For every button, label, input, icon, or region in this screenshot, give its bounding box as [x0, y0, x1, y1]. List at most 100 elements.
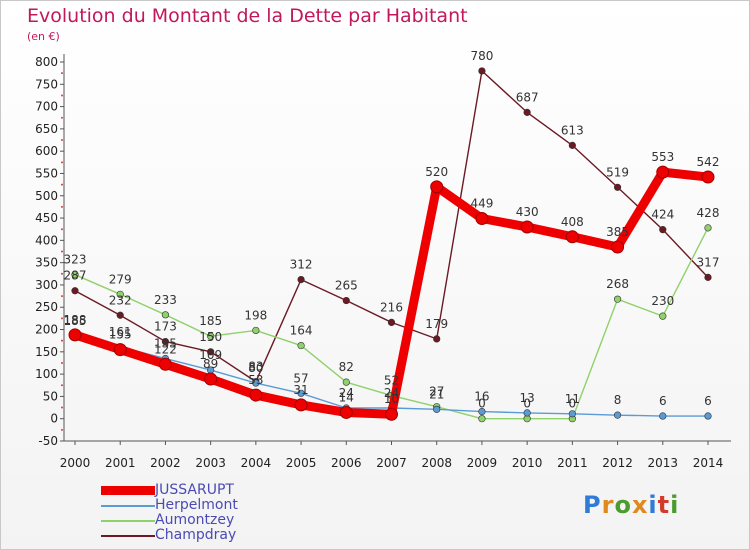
data-point: [659, 312, 667, 320]
data-point: [659, 226, 667, 234]
x-tick-label: 2008: [421, 456, 452, 470]
data-point: [207, 348, 215, 356]
data-label: 6: [704, 394, 712, 408]
data-label: 232: [109, 293, 132, 307]
data-label: 317: [697, 255, 720, 269]
legend-label: JUSSARUPT: [155, 482, 234, 498]
legend-item: Aumontzey: [101, 512, 341, 528]
data-label: 188: [64, 313, 87, 327]
data-point: [475, 212, 489, 226]
y-tick-label: 100: [35, 367, 58, 381]
logo-letter: x: [631, 491, 649, 519]
legend-item: Champdray: [101, 527, 341, 543]
data-label: 14: [339, 390, 354, 404]
y-minor-tick: [61, 428, 63, 431]
data-label: 27: [429, 385, 444, 399]
data-label: 230: [651, 294, 674, 308]
y-tick-label: 750: [35, 77, 58, 91]
data-point: [297, 341, 305, 350]
y-tick-label: 200: [35, 323, 58, 337]
x-tick-label: 2010: [512, 456, 543, 470]
data-point: [656, 165, 670, 179]
x-tick-label: 2002: [150, 456, 181, 470]
x-tick-label: 2012: [602, 456, 633, 470]
data-label: 161: [109, 325, 132, 339]
data-label: 268: [606, 277, 629, 291]
data-label: 312: [290, 258, 313, 272]
data-point: [294, 398, 308, 412]
y-minor-tick: [61, 228, 63, 231]
data-label: 553: [651, 150, 674, 164]
data-point: [249, 388, 263, 402]
legend-swatch: [101, 520, 155, 522]
data-label: 0: [569, 397, 577, 411]
y-minor-tick: [61, 384, 63, 387]
data-point: [68, 328, 82, 342]
data-label: 216: [380, 300, 403, 314]
legend-item: JUSSARUPT: [101, 482, 341, 498]
x-tick-label: 2004: [241, 456, 272, 470]
data-label: 24: [384, 386, 399, 400]
logo-letter: P: [583, 491, 602, 519]
data-label: 279: [109, 272, 132, 286]
data-point: [568, 410, 576, 418]
y-minor-tick: [61, 116, 63, 119]
x-tick-label: 2005: [286, 456, 317, 470]
data-point: [704, 224, 712, 232]
data-label: 135: [154, 337, 177, 351]
data-label: 80: [248, 361, 263, 375]
y-tick-label: 700: [35, 100, 58, 114]
data-point: [113, 343, 127, 357]
data-label: 385: [606, 225, 629, 239]
data-label: 82: [339, 360, 354, 374]
data-point: [252, 326, 260, 335]
data-label: 8: [614, 393, 622, 407]
data-label: 428: [697, 206, 720, 220]
data-label: 10: [384, 392, 399, 406]
data-label: 287: [64, 269, 87, 283]
data-label: 6: [659, 394, 667, 408]
data-label: 520: [425, 165, 448, 179]
legend-swatch: [101, 505, 155, 507]
legend-swatch: [101, 486, 155, 495]
y-minor-tick: [61, 72, 63, 75]
data-label: 31: [293, 383, 308, 397]
x-tick-label: 2006: [331, 456, 362, 470]
logo-letter: o: [614, 491, 632, 519]
y-tick-label: 500: [35, 189, 58, 203]
y-minor-tick: [61, 139, 63, 142]
data-label: 179: [425, 317, 448, 331]
data-label: 408: [561, 215, 584, 229]
logo-letter: i: [648, 491, 658, 519]
data-label: 430: [516, 205, 539, 219]
data-point: [701, 170, 715, 184]
data-label: 780: [470, 49, 493, 63]
data-point: [704, 412, 712, 420]
proxiti-logo: Proxiti: [583, 491, 679, 519]
data-point: [430, 180, 444, 194]
data-label: 53: [248, 373, 263, 387]
data-label: 83: [248, 360, 263, 374]
data-point: [613, 183, 622, 191]
data-point: [339, 405, 353, 419]
data-point: [659, 412, 667, 420]
y-minor-tick: [61, 361, 63, 364]
data-label: 198: [244, 308, 267, 322]
data-label: 11: [565, 392, 580, 406]
legend-swatch: [101, 535, 155, 537]
data-label: 265: [335, 279, 358, 293]
legend-item: Herpelmont: [101, 497, 341, 513]
data-point: [297, 275, 305, 284]
data-label: 233: [154, 293, 177, 307]
data-label: 424: [651, 208, 674, 222]
y-minor-tick: [61, 183, 63, 186]
data-point: [71, 271, 79, 279]
y-tick-label: 150: [35, 345, 58, 359]
x-tick-label: 2001: [105, 456, 136, 470]
y-minor-tick: [61, 161, 63, 164]
x-tick-label: 2003: [195, 456, 226, 470]
logo-letter: t: [657, 491, 671, 519]
chart-title: Evolution du Montant de la Dette par Hab…: [27, 5, 468, 27]
data-label: 164: [290, 324, 313, 338]
data-point: [613, 295, 622, 303]
